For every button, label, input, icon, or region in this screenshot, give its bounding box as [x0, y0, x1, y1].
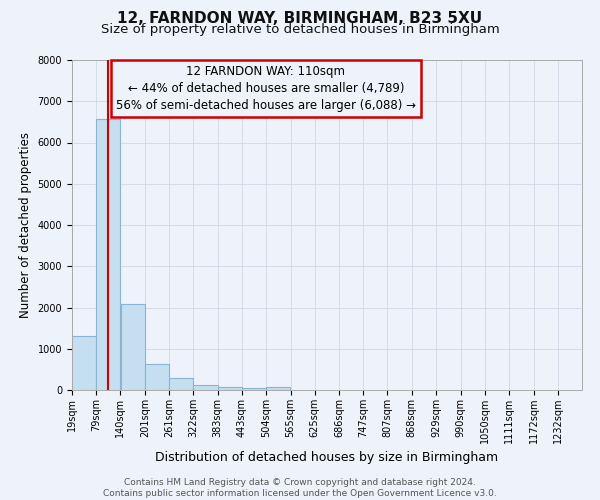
Text: Size of property relative to detached houses in Birmingham: Size of property relative to detached ho…: [101, 22, 499, 36]
Text: 12 FARNDON WAY: 110sqm
← 44% of detached houses are smaller (4,789)
56% of semi-: 12 FARNDON WAY: 110sqm ← 44% of detached…: [116, 65, 416, 112]
Bar: [145, 364, 169, 390]
Bar: [218, 386, 242, 390]
Bar: [266, 386, 290, 390]
Bar: [121, 304, 145, 390]
Text: 12, FARNDON WAY, BIRMINGHAM, B23 5XU: 12, FARNDON WAY, BIRMINGHAM, B23 5XU: [118, 11, 482, 26]
Bar: [193, 384, 218, 390]
Bar: [72, 336, 97, 390]
Y-axis label: Number of detached properties: Number of detached properties: [19, 132, 32, 318]
Bar: [242, 388, 266, 390]
X-axis label: Distribution of detached houses by size in Birmingham: Distribution of detached houses by size …: [155, 452, 499, 464]
Bar: [169, 378, 193, 390]
Text: Contains HM Land Registry data © Crown copyright and database right 2024.
Contai: Contains HM Land Registry data © Crown c…: [103, 478, 497, 498]
Bar: [96, 120, 121, 390]
